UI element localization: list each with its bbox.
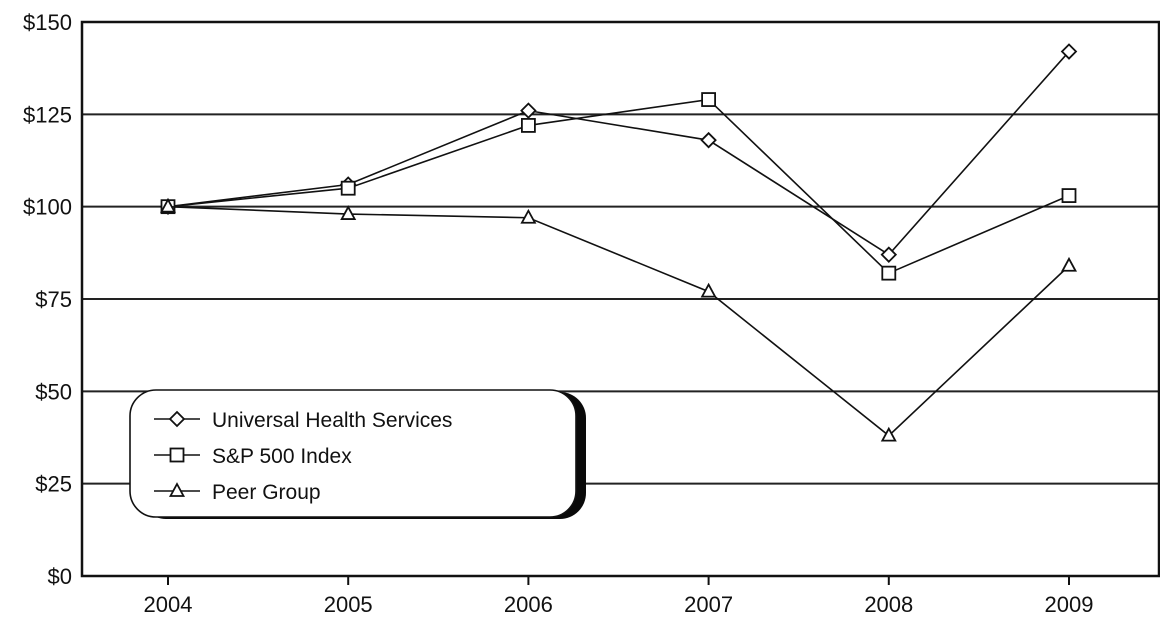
- data-point-diamond: [520, 102, 537, 119]
- y-tick-label: $75: [35, 287, 72, 312]
- data-point-square: [1061, 188, 1077, 203]
- y-tick-label: $25: [35, 472, 72, 497]
- series-group: [159, 43, 1078, 442]
- series-line-diamond: [167, 51, 1070, 256]
- y-tick-label: $0: [48, 564, 72, 589]
- legend-square-icon: [169, 447, 185, 463]
- data-point-triangle: [1060, 256, 1078, 272]
- y-tick-label: $125: [23, 102, 72, 127]
- x-tick-label: 2006: [504, 592, 553, 617]
- legend-diamond-icon: [168, 410, 186, 428]
- data-point-triangle: [700, 282, 717, 298]
- data-point-square: [521, 118, 536, 133]
- legend-label: Peer Group: [212, 481, 321, 504]
- data-point-square: [701, 92, 716, 107]
- legend-triangle-icon: [168, 482, 186, 497]
- x-tick-label: 2007: [684, 592, 733, 617]
- legend-label: Universal Health Services: [212, 409, 452, 432]
- data-point-square: [881, 265, 897, 281]
- legend-label: S&P 500 Index: [212, 445, 352, 468]
- x-tick-label: 2005: [324, 592, 373, 617]
- x-tick-label: 2008: [864, 592, 913, 617]
- series-line-triangle: [167, 205, 1070, 437]
- y-tick-label: $100: [23, 195, 72, 220]
- y-tick-label: $50: [35, 379, 72, 404]
- x-tick-label: 2009: [1045, 592, 1094, 617]
- data-point-triangle: [159, 197, 177, 213]
- x-tick-label: 2004: [144, 592, 193, 617]
- data-point-diamond: [880, 246, 898, 263]
- data-point-square: [340, 180, 356, 196]
- y-tick-label: $150: [23, 10, 72, 35]
- data-point-diamond: [1060, 43, 1078, 60]
- data-point-diamond: [700, 131, 717, 149]
- legend-box: [129, 389, 577, 518]
- axes: $0 $25 $50 $75 $100 $125 $150 2004 2005 2006 2007 2…: [23, 10, 1160, 617]
- data-point-triangle: [340, 205, 357, 220]
- legend: Universal Health Services S&P 500 Index Pe…: [129, 389, 586, 519]
- series-line-square: [167, 98, 1070, 275]
- plot-frame: [80, 20, 1160, 578]
- data-point-triangle: [520, 208, 537, 224]
- data-point-triangle: [880, 426, 897, 442]
